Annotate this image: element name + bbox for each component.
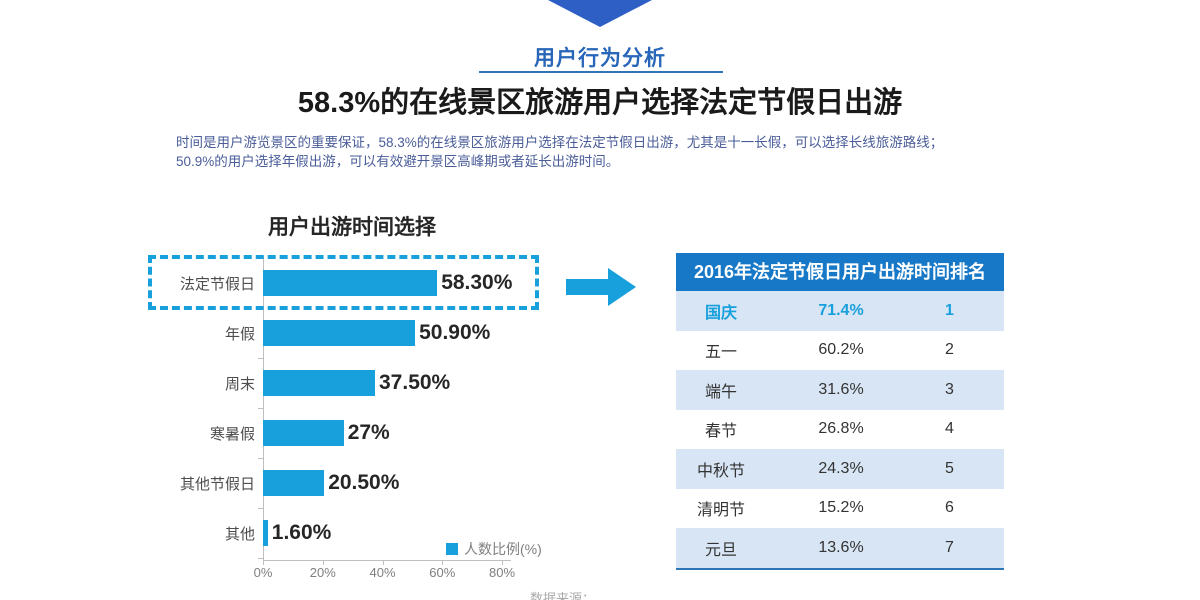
holiday-percent: 13.6%: [818, 538, 864, 556]
arrow-right-icon: [566, 268, 636, 306]
holiday-name: 五一: [704, 344, 737, 362]
x-tick-mark: [442, 560, 444, 565]
section-label: 用户行为分析: [534, 47, 666, 70]
y-tick-mark: [258, 358, 263, 359]
arrow-shaft: [566, 279, 608, 295]
bar-chart: 法定节假日 58.30% 年假 50.90% 周末 37.50% 寒暑假 27% 其他节假日 20…: [150, 258, 580, 558]
holiday-rank: 7: [945, 538, 954, 556]
section-underline-divider: [479, 71, 723, 73]
table-row: 元旦 13.6% 7: [676, 528, 1004, 568]
chart-legend: 人数比例(%): [446, 539, 542, 559]
legend-swatch-icon: [446, 543, 458, 555]
x-tick-label: 0%: [253, 565, 273, 580]
y-tick-mark: [258, 558, 263, 559]
category-label: 寒暑假: [209, 425, 255, 443]
table-row: 清明节 15.2% 6: [676, 488, 1004, 528]
category-label: 年假: [224, 325, 255, 343]
category-label: 其他节假日: [179, 475, 255, 493]
chart-row: 其他节假日 20.50%: [150, 458, 580, 508]
value-label: 1.60%: [271, 521, 332, 544]
bar-segment: [263, 320, 416, 346]
bar-segment: [263, 520, 268, 546]
bar-segment: [263, 370, 375, 396]
ranking-table-body: 国庆 71.4% 1 五一 60.2% 2 端午 31.6% 3 春节 26.8% 4 中秋节 24.3%…: [676, 291, 1004, 568]
holiday-percent: 31.6%: [818, 380, 864, 398]
bar-segment: [263, 420, 344, 446]
bar-segment: [263, 270, 438, 296]
value-label: 37.50%: [379, 371, 451, 394]
x-tick-label: 60%: [429, 565, 456, 580]
source-note: 数据来源：: [530, 591, 596, 600]
page-title: 58.3%的在线景区旅游用户选择法定节假日出游: [297, 87, 903, 119]
category-label: 其他: [224, 525, 255, 543]
ranking-table-header: 2016年法定节假日用户出游时间排名: [676, 253, 1004, 291]
y-tick-mark: [258, 508, 263, 509]
chart-row: 法定节假日 58.30%: [150, 258, 580, 308]
holiday-rank: 4: [945, 420, 954, 438]
holiday-name: 中秋节: [696, 462, 745, 480]
bar-segment: [263, 470, 325, 496]
holiday-percent: 15.2%: [818, 499, 864, 517]
x-tick-label: 20%: [309, 565, 336, 580]
holiday-percent: 71.4%: [818, 301, 864, 319]
value-label: 20.50%: [328, 471, 400, 494]
x-tick-mark: [322, 560, 324, 565]
description-text: 时间是用户游览景区的重要保证，58.3%的在线景区旅游用户选择在法定节假日出游，…: [176, 133, 1016, 171]
holiday-rank: 1: [945, 301, 954, 319]
holiday-name: 元旦: [704, 541, 737, 559]
arrow-head: [608, 268, 636, 306]
table-row: 端午 31.6% 3: [676, 370, 1004, 410]
chart-row: 寒暑假 27%: [150, 408, 580, 458]
chart-y-axis: [263, 256, 264, 560]
chart-row: 周末 37.50%: [150, 358, 580, 408]
chart-x-axis: [263, 560, 511, 561]
holiday-name: 清明节: [696, 502, 745, 520]
holiday-rank: 5: [945, 459, 954, 477]
chart-row: 其他 1.60%: [150, 508, 580, 558]
x-tick-mark: [502, 560, 503, 565]
y-tick-mark: [258, 458, 263, 459]
table-row: 国庆 71.4% 1: [676, 291, 1004, 331]
value-label: 50.90%: [419, 321, 491, 344]
table-row: 春节 26.8% 4: [676, 409, 1004, 449]
x-tick-mark: [263, 560, 264, 565]
holiday-name: 春节: [704, 423, 737, 441]
chart-title: 用户出游时间选择: [268, 216, 436, 239]
value-label: 58.30%: [441, 271, 513, 294]
x-tick-label: 80%: [488, 565, 516, 580]
description-line-2: 50.9%的用户选择年假出游，可以有效避开景区高峰期或者延长出游时间。: [176, 154, 620, 169]
table-row: 五一 60.2% 2: [676, 330, 1004, 370]
y-tick-mark: [258, 408, 263, 409]
x-tick-mark: [382, 560, 384, 565]
holiday-name: 国庆: [704, 304, 737, 322]
x-tick-label: 40%: [369, 565, 396, 580]
chart-row: 年假 50.90%: [150, 308, 580, 358]
holiday-rank: 3: [945, 380, 954, 398]
holiday-rank: 2: [945, 341, 954, 359]
legend-label: 人数比例(%): [464, 541, 542, 557]
holiday-percent: 60.2%: [818, 341, 864, 359]
holiday-rank: 6: [945, 499, 954, 517]
category-label: 法定节假日: [179, 275, 255, 293]
value-label: 27%: [347, 421, 390, 444]
highlight-dashed-box: [148, 255, 539, 310]
chevron-down-icon: [548, 0, 652, 27]
holiday-percent: 24.3%: [818, 459, 864, 477]
ranking-table: 2016年法定节假日用户出游时间排名 国庆 71.4% 1 五一 60.2% 2 端午 31.…: [676, 253, 1004, 570]
category-label: 周末: [224, 375, 255, 393]
holiday-percent: 26.8%: [818, 420, 864, 438]
table-row: 中秋节 24.3% 5: [676, 449, 1004, 489]
description-line-1: 时间是用户游览景区的重要保证，58.3%的在线景区旅游用户选择在法定节假日出游，…: [176, 135, 944, 150]
holiday-name: 端午: [704, 383, 737, 401]
